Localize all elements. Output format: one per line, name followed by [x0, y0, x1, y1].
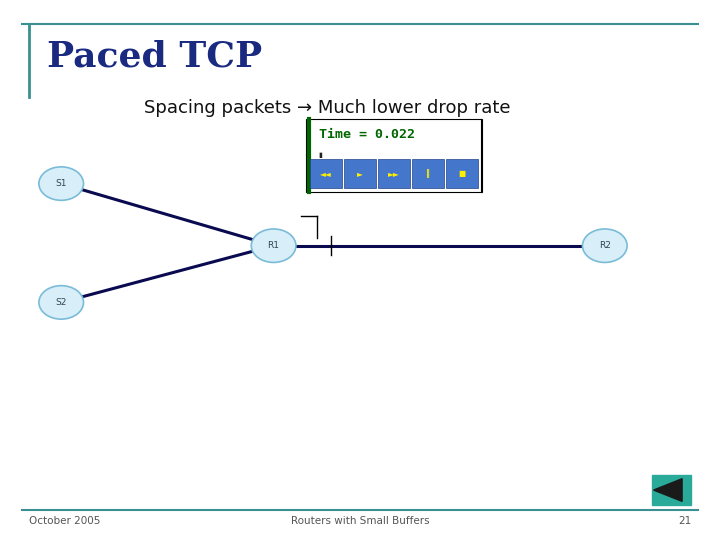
Text: ■: ■ — [459, 170, 466, 178]
Text: October 2005: October 2005 — [29, 516, 100, 525]
Text: ►: ► — [357, 170, 363, 178]
Ellipse shape — [582, 229, 627, 262]
Text: Routers with Small Buffers: Routers with Small Buffers — [291, 516, 429, 525]
Text: S1: S1 — [55, 179, 67, 188]
Text: Spacing packets → Much lower drop rate: Spacing packets → Much lower drop rate — [144, 99, 510, 117]
Text: ‖: ‖ — [426, 170, 430, 178]
FancyBboxPatch shape — [378, 159, 410, 188]
FancyBboxPatch shape — [652, 475, 691, 505]
FancyBboxPatch shape — [310, 159, 342, 188]
Text: ▮: ▮ — [318, 152, 322, 158]
Text: ◄◄: ◄◄ — [320, 170, 332, 178]
Polygon shape — [654, 478, 682, 502]
Ellipse shape — [39, 167, 84, 200]
FancyBboxPatch shape — [413, 159, 444, 188]
Text: Time = 0.022: Time = 0.022 — [319, 129, 415, 141]
Text: S2: S2 — [55, 298, 67, 307]
Text: 21: 21 — [678, 516, 691, 525]
FancyBboxPatch shape — [446, 159, 478, 188]
FancyBboxPatch shape — [306, 119, 482, 192]
Text: Paced TCP: Paced TCP — [47, 40, 262, 73]
Ellipse shape — [251, 229, 296, 262]
FancyBboxPatch shape — [344, 159, 376, 188]
Text: R1: R1 — [268, 241, 279, 250]
Text: ►►: ►► — [388, 170, 400, 178]
Ellipse shape — [39, 286, 84, 319]
Text: R2: R2 — [599, 241, 611, 250]
